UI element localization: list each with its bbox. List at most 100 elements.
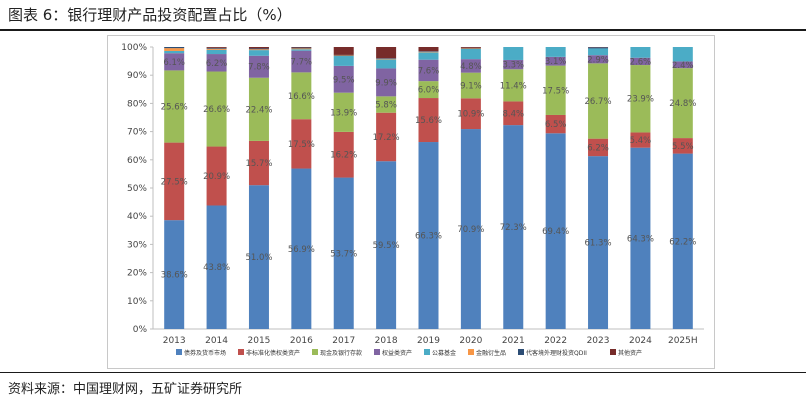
- bar-segment: [248, 49, 269, 51]
- legend-label: 代客境外理财投资QDII: [526, 349, 587, 357]
- legend-swatch: [468, 349, 474, 355]
- data-label: 25.6%: [161, 103, 188, 113]
- bar-segment: [672, 68, 693, 139]
- data-label: 8.4%: [502, 109, 524, 119]
- data-label: 53.7%: [330, 249, 357, 259]
- data-label: 7.7%: [291, 58, 313, 68]
- x-tick-label: 2024: [629, 336, 652, 346]
- bar-segment: [333, 131, 354, 178]
- bar-segment: [333, 65, 354, 93]
- data-label: 17.5%: [288, 140, 315, 150]
- bar-segment: [418, 47, 439, 52]
- legend-label: 其他资产: [618, 349, 642, 357]
- data-label: 6.1%: [163, 58, 185, 68]
- bar-segment: [418, 142, 439, 329]
- y-tick-label: 80%: [127, 99, 147, 109]
- bar-segment: [460, 72, 481, 99]
- bar-segment: [588, 63, 609, 139]
- bar-segment: [418, 51, 439, 52]
- bar-segment: [503, 69, 524, 102]
- bar-segment: [503, 47, 524, 60]
- data-label: 16.6%: [288, 92, 315, 102]
- bar-segment: [460, 59, 481, 73]
- x-tick-label: 2016: [290, 336, 313, 346]
- bar-segment: [376, 58, 397, 59]
- x-tick-label: 2023: [587, 336, 610, 346]
- bar-segment: [164, 50, 185, 54]
- bar-segment: [630, 65, 651, 133]
- bar-segment: [588, 48, 609, 56]
- bar-segment: [503, 59, 524, 70]
- bar-segment: [503, 101, 524, 126]
- bar-segment: [333, 92, 354, 132]
- bar-segment: [206, 205, 227, 329]
- x-tick-label: 2017: [332, 336, 355, 346]
- bar-segment: [376, 47, 397, 59]
- bar-segment: [291, 47, 312, 49]
- bar-segment: [248, 185, 269, 329]
- bar-segment: [206, 71, 227, 147]
- bar-segment: [248, 47, 269, 49]
- data-label: 70.9%: [457, 225, 484, 235]
- bar-segment: [545, 47, 566, 57]
- chart-frame: 0% 10% 20% 30% 40% 50% 60% 70% 80% 90% 100% 38.6% 27…: [107, 35, 715, 369]
- bar-segment: [206, 48, 227, 50]
- title-rule: [0, 29, 806, 31]
- bar-segment: [333, 177, 354, 329]
- data-label: 9.5%: [333, 75, 355, 85]
- y-tick-label: 40%: [127, 212, 147, 222]
- legend-swatch: [312, 349, 318, 355]
- bar-segment: [460, 129, 481, 329]
- y-tick-label: 30%: [127, 240, 147, 250]
- bar-segment: [291, 50, 312, 73]
- y-tick-label: 50%: [127, 184, 147, 194]
- data-label: 24.8%: [669, 99, 696, 109]
- bar-segment: [418, 98, 439, 143]
- figure-title: 图表 6：银行理财产品投资配置占比（%）: [8, 6, 292, 24]
- data-label: 6.2%: [206, 59, 228, 69]
- legend-swatch: [176, 349, 182, 355]
- x-tick-label: 2025H: [668, 336, 698, 346]
- data-label: 27.5%: [161, 177, 188, 187]
- bar-segment: [248, 77, 269, 141]
- bar-segment: [418, 52, 439, 60]
- data-label: 17.2%: [373, 133, 400, 143]
- data-label: 72.3%: [500, 223, 527, 233]
- data-label: 15.6%: [415, 116, 442, 126]
- bar-segment: [376, 68, 397, 97]
- bar-segment: [164, 48, 185, 51]
- bar-segment: [206, 47, 227, 48]
- bar-segment: [545, 114, 566, 134]
- bar-segment: [376, 58, 397, 60]
- bar-segment: [206, 146, 227, 206]
- bar-segment: [630, 132, 651, 148]
- bar-segment: [588, 138, 609, 157]
- data-label: 59.5%: [373, 241, 400, 251]
- data-label: 9.9%: [375, 78, 397, 88]
- bar-segment: [630, 147, 651, 329]
- data-label: 6.5%: [545, 120, 567, 130]
- bar-segment: [418, 51, 439, 53]
- stacked-bar-chart: 0% 10% 20% 30% 40% 50% 60% 70% 80% 90% 100% 38.6% 27…: [121, 43, 704, 357]
- bar-segment: [376, 59, 397, 69]
- data-label: 5.4%: [630, 136, 652, 146]
- y-tick-label: 60%: [127, 156, 147, 166]
- legend-label: 债券及货币市场: [184, 349, 226, 357]
- data-label: 43.8%: [203, 263, 230, 273]
- data-label: 2.9%: [587, 55, 609, 65]
- data-label: 56.9%: [288, 245, 315, 255]
- data-label: 2.4%: [672, 61, 694, 71]
- bar-segment: [418, 59, 439, 82]
- x-tick-label: 2013: [163, 336, 186, 346]
- bar-segment: [291, 49, 312, 51]
- data-label: 26.7%: [585, 97, 612, 107]
- legend-label: 非标准化债权类资产: [246, 349, 300, 357]
- bar-segment: [630, 47, 651, 58]
- x-tick-label: 2014: [205, 336, 228, 346]
- legend-swatch: [424, 349, 430, 355]
- data-label: 11.4%: [500, 81, 527, 91]
- legend-swatch: [374, 349, 380, 355]
- bar-segment: [291, 72, 312, 120]
- source-rule: [0, 372, 806, 373]
- bar-segment: [418, 81, 439, 99]
